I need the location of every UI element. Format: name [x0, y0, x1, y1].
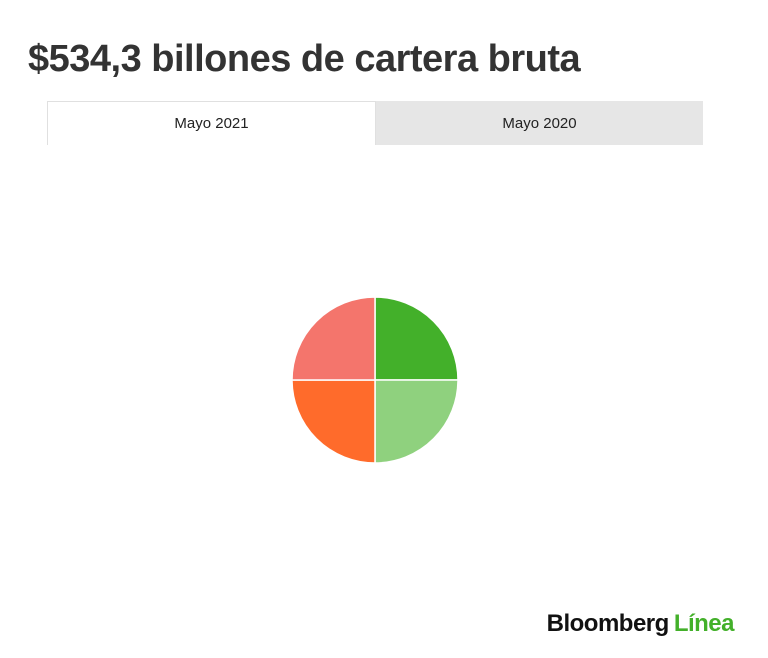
- tab[interactable]: Mayo 2020: [502, 114, 577, 132]
- tab[interactable]: Mayo 2021: [47, 101, 376, 145]
- tab-bar: Mayo 2021 Mayo 2020: [47, 101, 703, 145]
- pie-slice: [291, 296, 376, 381]
- logo-suffix: Línea: [673, 610, 735, 637]
- logo-name: Bloomberg: [546, 610, 670, 637]
- chart-title: $534,3 billones de cartera bruta: [28, 38, 581, 80]
- pie-slice: [291, 379, 376, 464]
- pie-slice: [374, 379, 459, 464]
- logo: Bloomberg Línea: [546, 610, 735, 638]
- pie-slice: [374, 296, 459, 381]
